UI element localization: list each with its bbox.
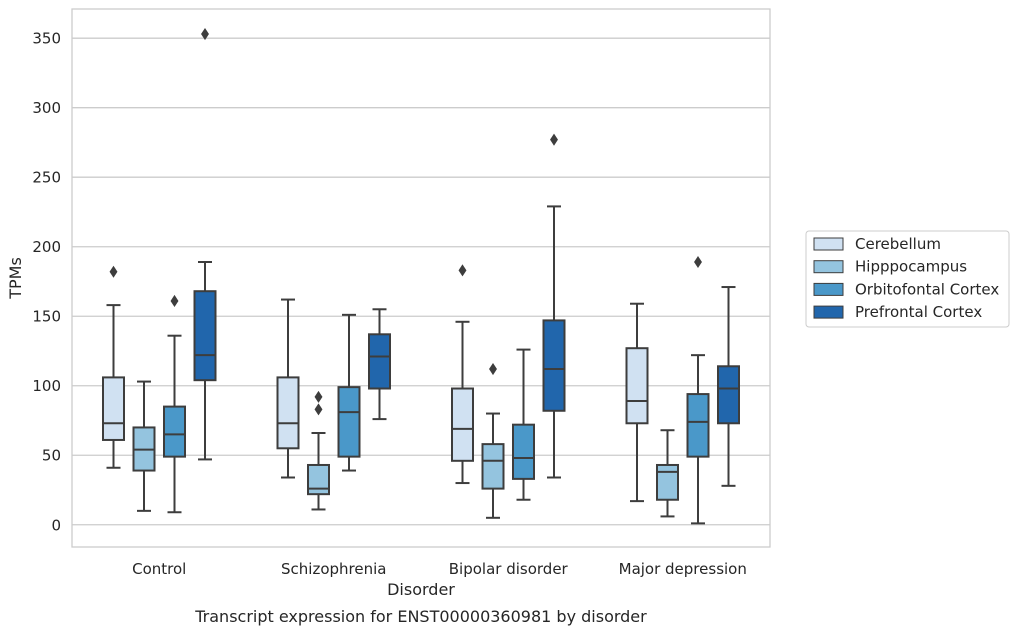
legend: Cerebellum Hipppocampus Orbitofontal Corte… [805,230,1010,328]
box [686,393,710,458]
y-tick-label: 0 [51,516,61,534]
y-tick-label: 200 [32,238,61,256]
outlier-marker [314,390,323,403]
box [163,405,186,458]
outlier-marker [694,255,702,269]
outlier-marker [550,133,558,146]
box-group [307,390,330,511]
box [625,347,649,425]
outlier-marker [109,265,118,278]
legend-label: Orbitofontal Cortex [855,280,999,298]
legend-label: Cerebellum [855,235,941,253]
box-group [481,363,505,519]
box [451,387,474,462]
outlier-marker [314,403,323,416]
box [337,386,361,458]
box-group [102,265,125,469]
y-tick-label: 350 [32,30,61,48]
box-group [625,302,649,503]
box-group [542,133,566,479]
box [542,319,566,412]
outlier-marker [170,294,179,307]
outlier-marker [458,264,467,277]
gridlines [72,37,770,526]
legend-label: Hipppocampus [855,258,967,276]
outlier-marker [489,363,497,376]
box-group [193,27,217,461]
legend-frame [805,230,1010,328]
legend-swatch [813,237,844,251]
y-tick-label: 300 [32,99,61,117]
outlier-marker [201,27,209,41]
box [276,376,300,450]
x-tick-label: Major depression [619,560,747,578]
box-group [451,264,474,485]
box-group [717,286,740,487]
box-group [276,298,300,479]
box-group [368,308,391,421]
chart-caption: Transcript expression for ENST0000036098… [194,607,647,626]
box [368,333,391,390]
y-tick-label: 100 [32,377,61,395]
legend-label: Prefrontal Cortex [855,303,982,321]
box-group [656,429,679,518]
x-axis-label: Disorder [387,580,455,599]
y-tick-label: 50 [42,447,61,465]
y-axis-label: TPMs [6,257,25,300]
legend-swatch [813,305,844,319]
y-tick-labels: 0 50 100 150 200 250 300 350 [32,30,61,535]
legend-swatch [813,260,844,274]
box-group [337,313,361,472]
y-tick-label: 250 [32,169,61,187]
box-group [686,255,710,525]
plot-area-frame [71,8,771,548]
box [656,463,679,501]
box [102,376,125,441]
box [512,423,535,480]
boxes [102,27,740,525]
y-tick-label: 150 [32,308,61,326]
box-group [512,348,535,501]
box-group [132,380,156,512]
box [717,365,740,425]
box-group [163,294,186,514]
box [307,463,330,496]
x-tick-label: Control [132,560,186,578]
legend-items: Cerebellum Hipppocampus Orbitofontal Corte… [813,235,999,321]
box [193,290,217,382]
x-tick-label: Bipolar disorder [449,560,569,578]
legend-swatch [813,282,844,296]
box [481,443,505,490]
x-tick-label: Schizophrenia [281,560,386,578]
x-tick-labels: Control Schizophrenia Bipolar disorder Majo… [132,560,747,578]
